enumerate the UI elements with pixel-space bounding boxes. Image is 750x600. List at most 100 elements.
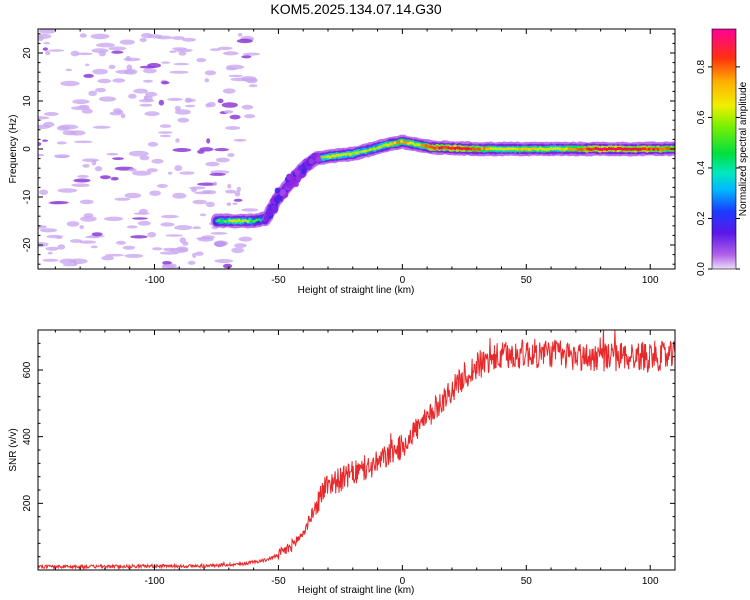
ridge-segment — [391, 142, 395, 146]
noise-blob — [72, 99, 90, 105]
noise-blob — [38, 142, 42, 146]
x-tick-label: -100 — [144, 275, 164, 286]
noise-blob — [38, 116, 50, 120]
noise-blob — [175, 138, 180, 143]
noise-blob — [128, 168, 137, 172]
noise-blob — [174, 225, 193, 231]
colorbar-tick-label: 0.4 — [696, 161, 707, 175]
ridge-segment — [536, 148, 539, 152]
noise-blob — [234, 243, 247, 249]
noise-blob — [187, 260, 196, 265]
noise-blob — [209, 172, 226, 176]
ridge-segment — [447, 146, 450, 150]
noise-blob — [156, 184, 168, 188]
ridge-segment — [237, 218, 241, 222]
ridge-segment — [217, 218, 220, 223]
ridge-segment — [592, 147, 595, 151]
noise-blob — [91, 232, 103, 237]
ridge-segment — [556, 146, 560, 151]
ridge-segment — [289, 178, 296, 185]
noise-blob — [94, 166, 103, 172]
noise-blob — [233, 198, 243, 202]
ridge-segment — [589, 148, 593, 152]
noise-blob — [223, 263, 233, 269]
ridge-segment — [215, 219, 218, 223]
colorbar-ticks: 0.0 0.2 0.4 0.6 0.8 — [696, 60, 740, 276]
ridge-segment — [621, 147, 624, 151]
noise-blob — [42, 47, 49, 51]
ridge-segment — [505, 147, 508, 151]
noise-blob — [43, 112, 59, 116]
ridge-segment — [233, 219, 236, 223]
ridge-segment — [543, 147, 546, 151]
ridge-segment — [400, 139, 403, 143]
noise-blob — [143, 95, 153, 101]
ridge-segment — [659, 147, 662, 151]
noise-blob — [236, 186, 241, 192]
noise-blob — [55, 155, 69, 159]
ridge-segment — [449, 146, 453, 150]
noise-blob — [241, 104, 254, 110]
ridge-segment — [610, 147, 613, 151]
noise-blob — [144, 111, 160, 117]
noise-blob — [112, 157, 125, 161]
noise-blob — [138, 208, 148, 215]
noise-blob — [57, 244, 66, 250]
noise-blob — [83, 213, 94, 218]
noise-blob — [192, 199, 208, 205]
ridge-segment — [429, 145, 432, 149]
x-tick-label: 50 — [521, 275, 533, 286]
noise-blob — [126, 225, 138, 229]
noise-blob — [98, 96, 117, 102]
chart-title: KOM5.2025.134.07.14.G30 — [270, 1, 441, 17]
noise-blob — [227, 153, 235, 158]
noise-blob — [172, 192, 187, 199]
noise-blob — [243, 114, 256, 119]
noise-blob — [151, 158, 164, 164]
ridge-segment — [398, 140, 401, 144]
ridge-segment — [641, 147, 644, 151]
noise-blob — [38, 225, 47, 229]
ridge-segment — [567, 147, 571, 151]
ridge-segment — [246, 220, 249, 224]
ridge-segment — [552, 147, 555, 151]
ridge-segment — [473, 147, 477, 151]
colorbar-tick-label: 0.8 — [696, 60, 707, 74]
x-tick-label: 0 — [400, 576, 406, 587]
noise-blob — [205, 201, 215, 208]
ridge-segment — [569, 147, 573, 151]
ridge-segment — [253, 219, 256, 223]
ridge-segment — [219, 219, 223, 224]
ridge-segment — [357, 150, 361, 154]
noise-blob — [91, 48, 109, 53]
noise-blob — [106, 152, 119, 156]
noise-blob — [71, 183, 90, 187]
noise-blob — [43, 121, 55, 128]
noise-blob — [95, 87, 106, 93]
ridge-segment — [598, 147, 602, 151]
ridge-segment — [494, 147, 497, 151]
ridge-segment — [668, 146, 671, 151]
noise-blob — [82, 164, 90, 168]
ridge-segment — [407, 141, 410, 146]
ridge-segment — [639, 147, 642, 151]
ridge-segment — [545, 148, 548, 152]
noise-blob — [82, 158, 99, 162]
ridge-segment — [248, 219, 252, 223]
ridge-segment — [554, 146, 557, 151]
noise-blob — [171, 36, 185, 40]
noise-blob — [128, 93, 137, 99]
ridge-segment — [480, 146, 484, 150]
ridge-segment — [308, 158, 315, 165]
ridge-segment — [467, 147, 470, 151]
y-tick-label: -20 — [22, 237, 33, 252]
ridge-segment — [534, 147, 537, 151]
ridge-segment — [509, 147, 513, 151]
ridge-segment — [471, 147, 475, 151]
ridge-segment — [458, 146, 461, 150]
noise-blob — [38, 241, 49, 248]
noise-blob — [223, 110, 234, 114]
noise-blob — [161, 214, 179, 219]
ridge-segment — [366, 148, 370, 152]
